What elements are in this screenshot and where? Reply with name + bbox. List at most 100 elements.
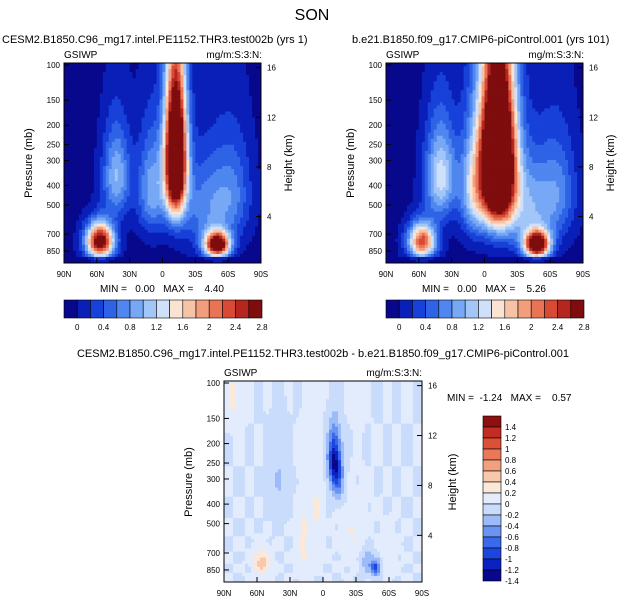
p2-cell — [523, 69, 527, 73]
p2-cell — [448, 75, 453, 79]
p1-cell — [231, 129, 235, 134]
p1-cell — [168, 181, 173, 185]
p1-cell — [255, 226, 259, 231]
p2-cell — [502, 81, 506, 85]
p1-cell — [201, 63, 205, 67]
p1-cell — [246, 247, 250, 252]
p1-cell — [213, 78, 217, 82]
p1-cell — [105, 156, 110, 161]
p1-cell — [117, 138, 122, 143]
p1-cell — [126, 223, 131, 228]
p2-cell — [532, 81, 536, 85]
p1-cell — [99, 220, 104, 225]
p2-cell — [454, 84, 459, 88]
p1-cell — [87, 96, 92, 100]
p2-cell — [448, 66, 453, 70]
p1-cell — [201, 69, 205, 73]
p1-cell — [210, 238, 214, 243]
p1-cell — [216, 193, 220, 197]
p1-cell — [96, 156, 101, 161]
p1-cell — [180, 193, 184, 197]
p1-cell — [99, 223, 104, 228]
p1-cell — [111, 150, 116, 155]
p1-cell — [219, 84, 223, 88]
p1-cell — [138, 153, 143, 158]
p1-cell — [195, 105, 199, 110]
p1-cell — [144, 90, 149, 94]
p1-cell — [198, 205, 202, 210]
p1-cell — [153, 163, 158, 167]
p2-cell — [406, 69, 411, 73]
p1-cell — [237, 84, 241, 88]
p2-cell — [499, 69, 503, 73]
p1-cell — [72, 196, 77, 200]
p1-cell — [219, 184, 223, 188]
p1-cell — [108, 78, 113, 82]
p1-cell — [162, 114, 167, 119]
p1-cell — [174, 117, 179, 122]
p1-cell — [177, 214, 181, 219]
p1-cell — [132, 126, 137, 131]
p1-cell — [84, 253, 89, 258]
p1-cell — [159, 178, 164, 182]
p2-cell — [574, 63, 578, 67]
p1-cell — [84, 244, 89, 249]
p1-cell — [147, 138, 152, 143]
p1-cell — [141, 132, 146, 137]
p1-cell — [114, 153, 119, 158]
p1-cell — [216, 244, 220, 249]
p1-cell — [111, 193, 116, 197]
p1-cell — [252, 193, 256, 197]
p1-cell — [81, 226, 86, 231]
p1-cell — [66, 217, 71, 222]
p1-cell — [183, 135, 187, 140]
p1-cell — [222, 72, 226, 76]
p1-cell — [78, 96, 83, 100]
p1-cell — [243, 211, 247, 216]
p2-cell — [547, 66, 551, 70]
p1-cell — [258, 129, 261, 134]
p1-cell — [195, 250, 199, 255]
p1-cell — [90, 102, 95, 107]
p1-cell — [114, 108, 119, 113]
p1-cell — [234, 84, 238, 88]
p1-cell — [99, 156, 104, 161]
p1-cell — [168, 244, 173, 249]
p1-cell — [180, 105, 184, 110]
p1-cell — [105, 193, 110, 197]
p1-cell — [90, 90, 95, 94]
p1-cell — [156, 187, 161, 191]
p1-cell — [123, 156, 128, 161]
p1-cell — [123, 81, 128, 85]
p1-cell — [177, 84, 181, 88]
p1-cell — [222, 181, 226, 185]
p1-cell — [108, 81, 113, 85]
p1-cell — [246, 108, 250, 113]
p1-cell — [210, 175, 214, 179]
p1-cell — [96, 241, 101, 246]
p1-cell — [141, 81, 146, 85]
p1-cell — [165, 220, 170, 225]
p1-cell — [81, 78, 86, 82]
p1-cell — [198, 135, 202, 140]
p1-cell — [168, 223, 173, 228]
p1-cell — [123, 256, 128, 261]
p1-cell — [213, 190, 217, 194]
p1-cell — [255, 205, 259, 210]
p1-cell — [69, 150, 74, 155]
p1-cell — [108, 102, 113, 107]
p1-cell — [132, 138, 137, 143]
p1-cell — [123, 199, 128, 203]
p1-cell — [153, 241, 158, 246]
p1-cell — [147, 114, 152, 119]
p1-cell — [129, 84, 134, 88]
p1-cell — [138, 181, 143, 185]
p1-cell — [213, 229, 217, 234]
p1-cell — [126, 108, 131, 113]
p1-colorbar-swatch — [208, 299, 223, 319]
p1-cell — [177, 132, 181, 137]
p1-cell — [147, 90, 152, 94]
p1-cell — [249, 153, 253, 158]
p1-cell — [216, 153, 220, 158]
p1-cell — [156, 190, 161, 194]
